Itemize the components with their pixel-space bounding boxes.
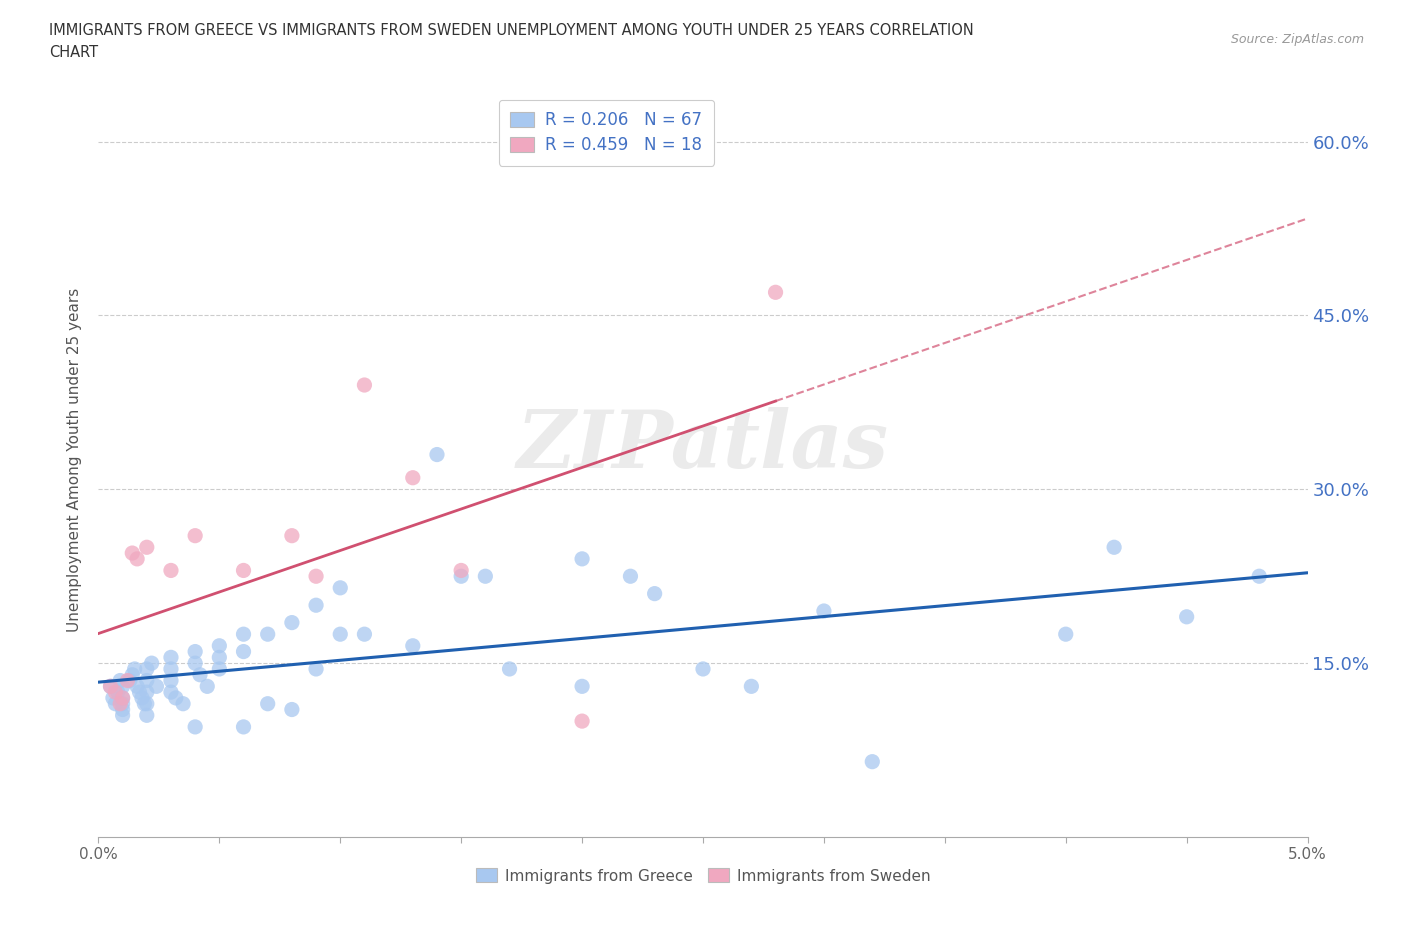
Point: [104, 684, 127, 699]
Point: [121, 546, 143, 561]
Point: [141, 656, 163, 671]
Point: [498, 661, 520, 676]
Point: [172, 697, 194, 711]
Point: [208, 638, 231, 653]
Point: [135, 684, 157, 699]
Point: [131, 690, 153, 705]
Point: [121, 668, 143, 683]
Point: [195, 679, 218, 694]
Point: [450, 569, 472, 584]
Point: [135, 708, 157, 723]
Point: [402, 638, 425, 653]
Point: [117, 673, 139, 688]
Point: [450, 563, 472, 578]
Point: [165, 690, 187, 705]
Point: [256, 697, 278, 711]
Point: [124, 661, 146, 676]
Point: [256, 627, 278, 642]
Point: [329, 580, 352, 595]
Point: [104, 697, 127, 711]
Point: [160, 684, 183, 699]
Point: [111, 690, 134, 705]
Point: [107, 684, 129, 699]
Text: CHART: CHART: [49, 45, 98, 60]
Point: [127, 679, 149, 694]
Point: [353, 627, 375, 642]
Point: [644, 586, 666, 601]
Point: [281, 528, 304, 543]
Point: [1175, 609, 1198, 624]
Point: [160, 661, 183, 676]
Point: [160, 650, 183, 665]
Point: [329, 627, 352, 642]
Text: ZIPatlas: ZIPatlas: [517, 406, 889, 484]
Point: [111, 690, 134, 705]
Point: [740, 679, 762, 694]
Point: [353, 378, 375, 392]
Point: [571, 713, 593, 728]
Text: IMMIGRANTS FROM GREECE VS IMMIGRANTS FROM SWEDEN UNEMPLOYMENT AMONG YOUTH UNDER : IMMIGRANTS FROM GREECE VS IMMIGRANTS FRO…: [49, 23, 974, 38]
Legend: Immigrants from Greece, Immigrants from Sweden: Immigrants from Greece, Immigrants from …: [470, 862, 936, 890]
Point: [127, 551, 149, 566]
Point: [135, 697, 157, 711]
Point: [692, 661, 714, 676]
Point: [111, 697, 134, 711]
Point: [208, 661, 231, 676]
Point: [111, 708, 134, 723]
Point: [108, 673, 131, 688]
Point: [100, 679, 122, 694]
Point: [232, 644, 254, 659]
Point: [184, 656, 207, 671]
Point: [101, 690, 124, 705]
Point: [765, 285, 787, 299]
Point: [160, 563, 183, 578]
Point: [184, 720, 207, 735]
Point: [160, 673, 183, 688]
Point: [1249, 569, 1271, 584]
Point: [184, 644, 207, 659]
Point: [281, 702, 304, 717]
Point: [184, 528, 207, 543]
Point: [1054, 627, 1077, 642]
Point: [232, 627, 254, 642]
Point: [619, 569, 641, 584]
Point: [135, 673, 157, 688]
Y-axis label: Unemployment Among Youth under 25 years: Unemployment Among Youth under 25 years: [67, 288, 83, 632]
Point: [232, 563, 254, 578]
Point: [135, 539, 157, 554]
Point: [145, 679, 167, 694]
Point: [188, 668, 211, 683]
Point: [108, 697, 131, 711]
Point: [571, 551, 593, 566]
Point: [135, 661, 157, 676]
Point: [100, 679, 122, 694]
Point: [134, 697, 156, 711]
Point: [813, 604, 835, 618]
Point: [426, 447, 449, 462]
Point: [111, 679, 134, 694]
Point: [571, 679, 593, 694]
Point: [860, 754, 883, 769]
Point: [111, 702, 134, 717]
Point: [305, 661, 328, 676]
Point: [128, 684, 150, 699]
Point: [232, 720, 254, 735]
Point: [281, 615, 304, 630]
Point: [208, 650, 231, 665]
Text: Source: ZipAtlas.com: Source: ZipAtlas.com: [1230, 33, 1364, 46]
Point: [402, 471, 425, 485]
Point: [118, 673, 141, 688]
Point: [474, 569, 496, 584]
Point: [305, 598, 328, 613]
Point: [1102, 539, 1125, 554]
Point: [305, 569, 328, 584]
